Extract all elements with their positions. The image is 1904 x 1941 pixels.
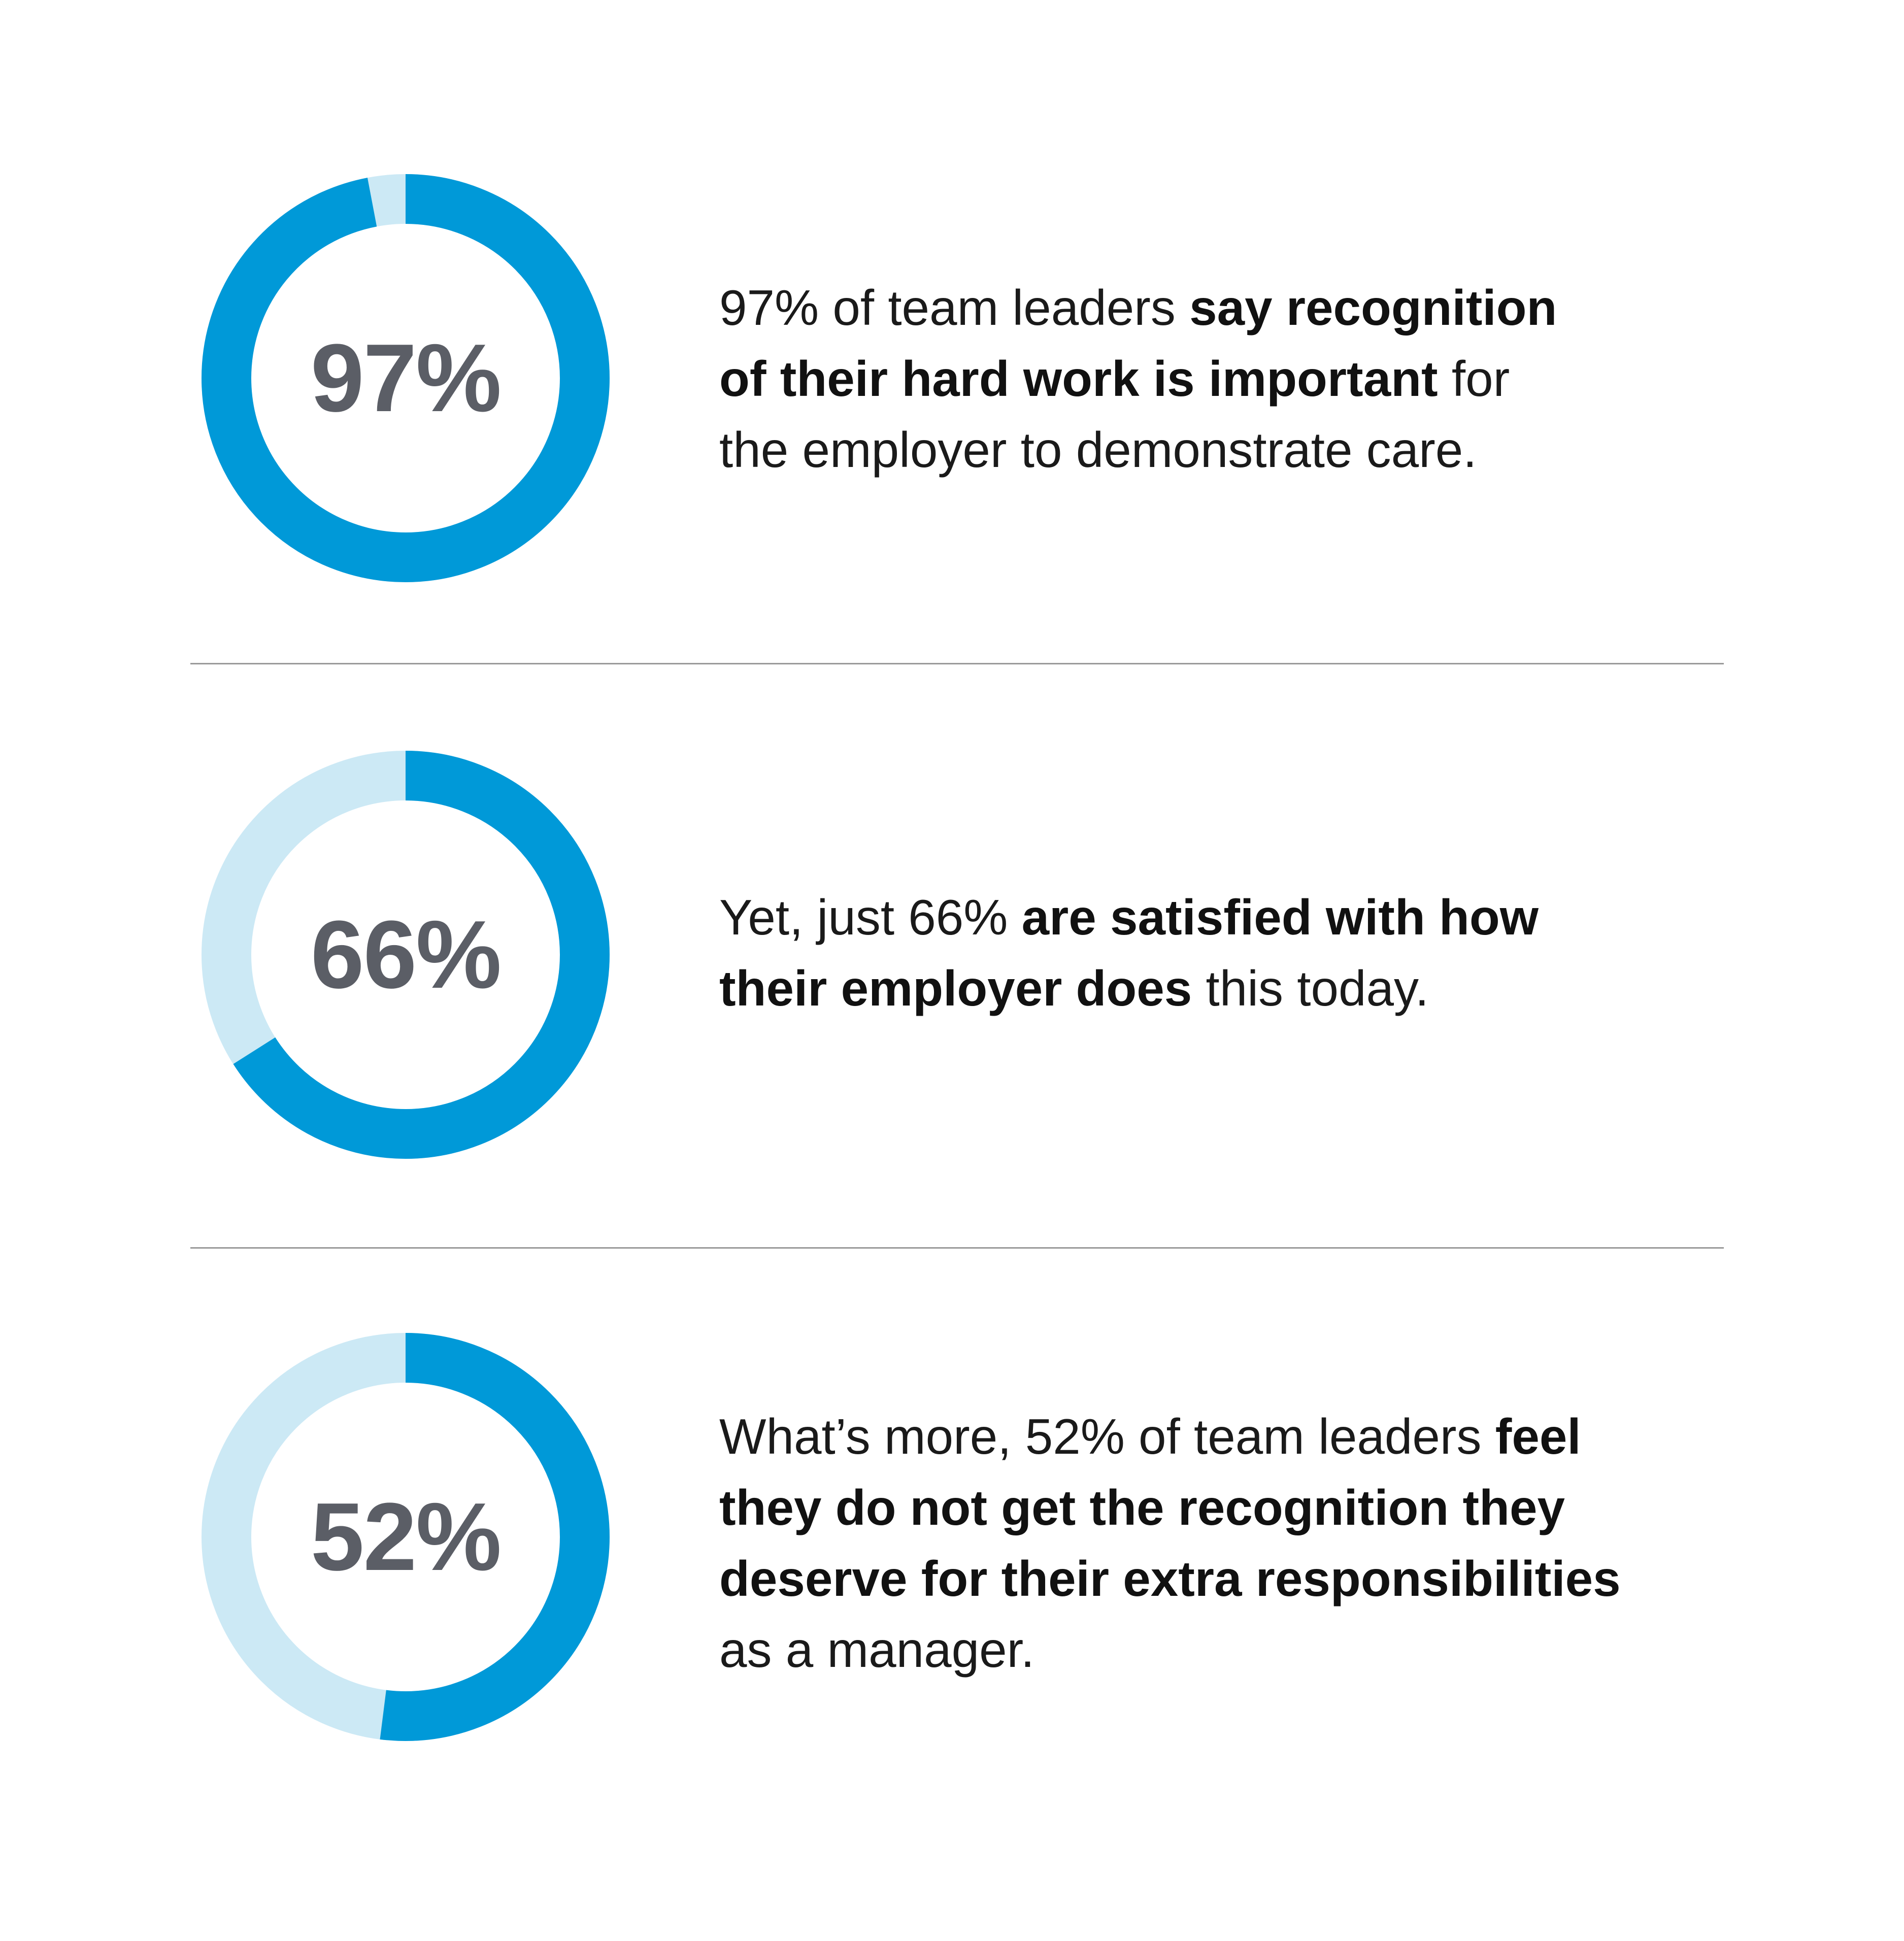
regular-text: the employer to demonstrate care. [719,422,1477,478]
stat-description: What’s more, 52% of team leaders feel the… [719,1401,1621,1685]
bold-text: say recognition [1189,280,1557,336]
regular-text: Yet, just 66% [719,889,1022,945]
donut-svg [202,751,610,1159]
percent-label: 66% [310,901,502,1009]
donut-svg [202,1333,610,1741]
donut-chart: 97% [202,174,610,582]
regular-text: for [1438,351,1510,407]
bold-text: feel [1495,1409,1581,1464]
donut-filled-segment [202,174,610,582]
donut-filled-segment [202,1333,610,1741]
regular-text: this today. [1192,960,1429,1016]
regular-text: 97% of team leaders [719,280,1190,336]
bold-text: deserve for their extra responsibilities [719,1551,1621,1607]
text-line: the employer to demonstrate care. [719,414,1557,485]
regular-text: as a manager. [719,1622,1035,1678]
text-line: their employer does this today. [719,953,1539,1024]
text-line: What’s more, 52% of team leaders feel [719,1401,1621,1472]
text-line: deserve for their extra responsibilities [719,1543,1621,1614]
text-line: Yet, just 66% are satisfied with how [719,882,1539,953]
text-line: as a manager. [719,1614,1621,1685]
donut-chart: 66% [202,751,610,1159]
regular-text: What’s more, 52% of team leaders [719,1409,1495,1464]
donut-filled-segment [202,751,610,1159]
bold-text: of their hard work is important [719,351,1438,407]
percent-label: 52% [310,1483,502,1591]
stat-description: Yet, just 66% are satisfied with how thei… [719,882,1539,1024]
bold-text: are satisfied with how [1021,889,1539,945]
donut-chart: 52% [202,1333,610,1741]
text-line: they do not get the recognition they [719,1472,1621,1543]
text-line: 97% of team leaders say recognition [719,272,1557,343]
bold-text: they do not get the recognition they [719,1480,1565,1535]
bold-text: their employer does [719,960,1192,1016]
stat-description: 97% of team leaders say recognition of th… [719,272,1557,485]
donut-svg [202,174,610,582]
divider [190,1247,1724,1249]
text-line: of their hard work is important for [719,343,1557,414]
percent-label: 97% [310,324,502,432]
divider [190,663,1724,664]
